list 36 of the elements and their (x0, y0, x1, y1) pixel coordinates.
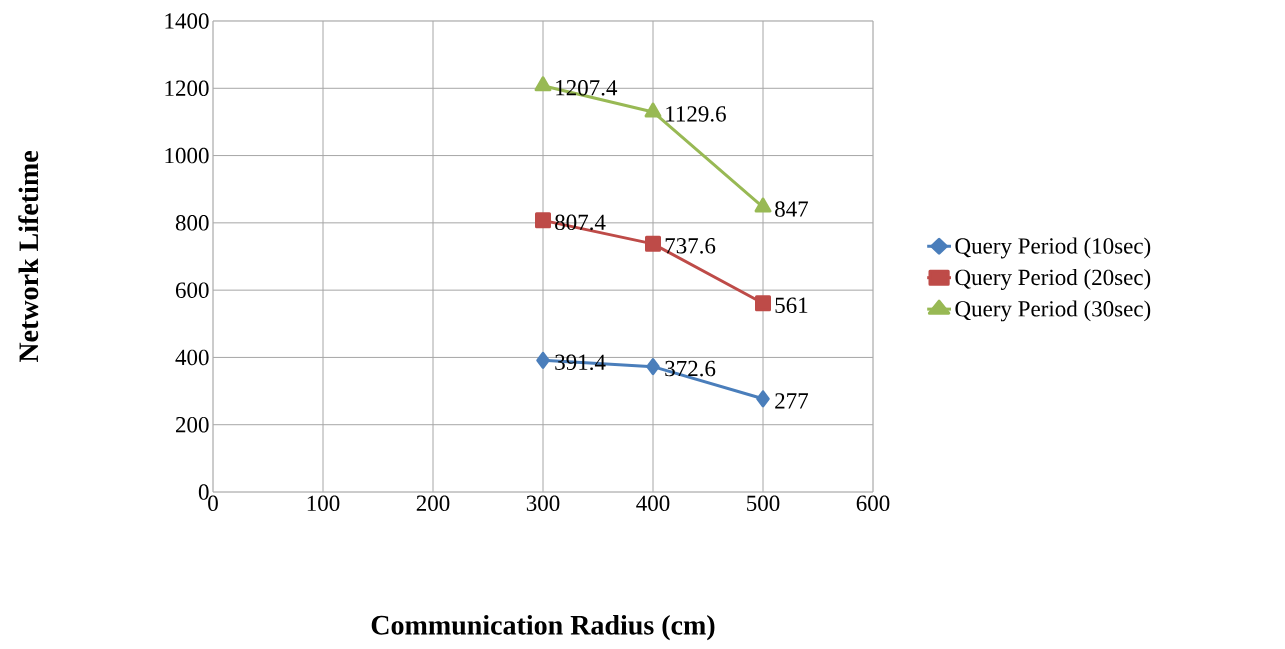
point (534, 76, 552, 92)
x-tick-label: 500 (747, 495, 780, 512)
point (645, 235, 661, 252)
data-label: 277 (775, 393, 809, 409)
data-label: 372.6 (665, 360, 716, 377)
legend-label: Query Period (10sec) (955, 237, 1151, 259)
data-label: 807.4 (555, 214, 606, 231)
data-label: 737.6 (665, 238, 716, 254)
y-tick-label: 800 (175, 215, 209, 231)
legend-label: Query Period (20sec) (955, 268, 1151, 290)
y-tick-label: 1200 (165, 80, 209, 97)
y-tick-label: 0 (198, 484, 209, 500)
data-label: 1129.6 (666, 106, 726, 122)
point (755, 295, 771, 312)
x-tick-label: 200 (416, 495, 450, 512)
x-tick-label: 300 (526, 495, 560, 512)
y-tick-label: 200 (176, 416, 209, 433)
legend-label: Query Period (30sec) (955, 300, 1151, 322)
x-axis-title: Communication Radius (cm) (371, 614, 715, 641)
y-tick-label: 1400 (165, 13, 209, 29)
point (536, 351, 550, 369)
y-tick-label: 1000 (165, 147, 209, 164)
point (754, 197, 772, 213)
x-tick-label: 100 (307, 495, 340, 512)
data-label: 1207.4 (556, 79, 618, 96)
point (646, 358, 660, 376)
data-label: 561 (775, 297, 808, 313)
x-tick-label: 400 (636, 495, 670, 512)
point (756, 390, 770, 408)
point (644, 102, 662, 118)
y-tick-label: 600 (175, 282, 209, 298)
point (535, 212, 551, 229)
y-tick-label: 400 (175, 349, 209, 366)
x-tick-label: 600 (856, 495, 890, 512)
data-label: 847 (775, 201, 809, 217)
y-axis-title: Network Lifetime (18, 151, 39, 363)
